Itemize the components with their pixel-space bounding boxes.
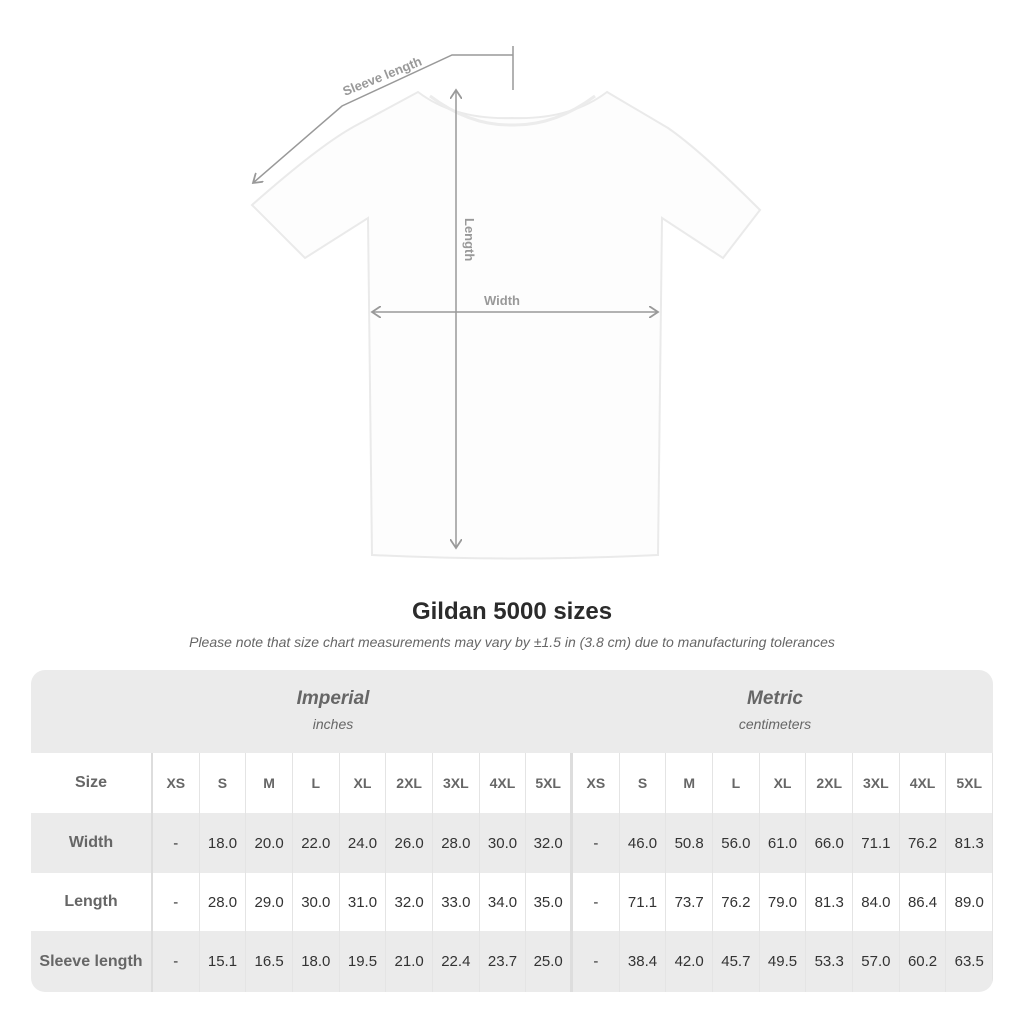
imperial-header: Imperial inches bbox=[123, 688, 543, 732]
imperial-cell: 18.0 bbox=[200, 813, 247, 873]
size-column-header: XL bbox=[760, 753, 807, 813]
metric-cell: 89.0 bbox=[946, 873, 993, 931]
metric-cell: 76.2 bbox=[900, 813, 947, 873]
page-title: Gildan 5000 sizes bbox=[411, 598, 613, 625]
imperial-cell: 19.5 bbox=[340, 931, 387, 992]
metric-cell: 61.0 bbox=[760, 813, 807, 873]
tshirt-diagram: Sleeve length Length Width bbox=[250, 46, 762, 560]
imperial-cell: 23.7 bbox=[480, 931, 527, 992]
size-column-header: S bbox=[620, 753, 667, 813]
metric-cell: 81.3 bbox=[946, 813, 993, 873]
metric-cell: 53.3 bbox=[806, 931, 854, 992]
imperial-cell: 28.0 bbox=[433, 813, 480, 873]
size-column-header: S bbox=[200, 753, 247, 813]
metric-cell: 56.0 bbox=[713, 813, 760, 873]
metric-cell: 45.7 bbox=[713, 931, 760, 992]
size-column-header: 2XL bbox=[386, 753, 433, 813]
size-column-header: XS bbox=[153, 753, 200, 813]
imperial-cell: 31.0 bbox=[340, 873, 387, 931]
metric-cell: 86.4 bbox=[900, 873, 947, 931]
imperial-cell: 28.0 bbox=[200, 873, 247, 931]
imperial-cell: - bbox=[153, 931, 200, 992]
length-label: Length bbox=[462, 218, 477, 261]
imperial-cell: 35.0 bbox=[526, 873, 573, 931]
imperial-cell: 30.0 bbox=[480, 813, 527, 873]
metric-cell: 38.4 bbox=[620, 931, 667, 992]
imperial-cell: 18.0 bbox=[293, 931, 340, 992]
metric-cell: 57.0 bbox=[853, 931, 900, 992]
metric-cell: 66.0 bbox=[806, 813, 854, 873]
size-column-header: 4XL bbox=[900, 753, 947, 813]
size-column-header: 5XL bbox=[526, 753, 573, 813]
tolerance-note: Please note that size chart measurements… bbox=[189, 634, 835, 650]
table-header-row: Size XS S M L XL 2XL 3XL 4XL 5XL XS S M L XL 2XL 3XL 4XL 5… bbox=[31, 753, 993, 813]
metric-cell: 71.1 bbox=[853, 813, 900, 873]
size-column-header: XS bbox=[573, 753, 620, 813]
metric-unit: centimeters bbox=[738, 716, 812, 732]
sleeve-arrow bbox=[253, 54, 513, 183]
size-column-header: 4XL bbox=[480, 753, 527, 813]
imperial-title: Imperial bbox=[296, 688, 370, 709]
tshirt-shape bbox=[250, 90, 762, 560]
size-column-header: 5XL bbox=[946, 753, 993, 813]
size-column-header: M bbox=[666, 753, 714, 813]
metric-cell: - bbox=[573, 813, 620, 873]
metric-cell: 50.8 bbox=[666, 813, 714, 873]
imperial-cell: 22.0 bbox=[293, 813, 340, 873]
sleeve-length-label: Sleeve length bbox=[341, 53, 424, 98]
metric-header: Metric centimeters bbox=[565, 688, 985, 732]
size-column-header: 3XL bbox=[853, 753, 900, 813]
imperial-cell: 32.0 bbox=[386, 873, 433, 931]
metric-cell: 46.0 bbox=[620, 813, 667, 873]
imperial-cell: 25.0 bbox=[526, 931, 573, 992]
imperial-cell: 30.0 bbox=[293, 873, 340, 931]
imperial-cell: 32.0 bbox=[526, 813, 573, 873]
imperial-cell: 15.1 bbox=[200, 931, 247, 992]
imperial-cell: 20.0 bbox=[246, 813, 293, 873]
metric-cell: 84.0 bbox=[853, 873, 900, 931]
table-row: Sleeve length -15.1 16.5 18.0 19.5 21.0 22.4 23… bbox=[31, 931, 993, 992]
metric-cell: - bbox=[573, 873, 620, 931]
imperial-cell: 26.0 bbox=[386, 813, 433, 873]
metric-cell: 73.7 bbox=[666, 873, 714, 931]
metric-cell: 60.2 bbox=[900, 931, 947, 992]
metric-cell: 79.0 bbox=[760, 873, 807, 931]
imperial-unit: inches bbox=[312, 716, 354, 732]
table-row: Width -18.0 20.0 22.0 24.0 26.0 28.0 30.0 32.0-4… bbox=[31, 813, 993, 873]
imperial-cell: 22.4 bbox=[433, 931, 480, 992]
row-label: Width bbox=[31, 813, 153, 873]
imperial-cell: 24.0 bbox=[340, 813, 387, 873]
metric-cell: 81.3 bbox=[806, 873, 854, 931]
imperial-cell: 16.5 bbox=[246, 931, 293, 992]
metric-cell: 49.5 bbox=[760, 931, 807, 992]
imperial-cell: 34.0 bbox=[480, 873, 527, 931]
metric-cell: - bbox=[573, 931, 620, 992]
size-table: Imperial inches Metric centimeters Size X… bbox=[31, 670, 993, 992]
table-row: Length -28.0 29.0 30.0 31.0 32.0 33.0 34.0 35.0-… bbox=[31, 873, 993, 931]
metric-cell: 76.2 bbox=[713, 873, 760, 931]
size-column-header: 2XL bbox=[806, 753, 854, 813]
table-header-band: Imperial inches Metric centimeters bbox=[31, 670, 993, 753]
imperial-cell: 33.0 bbox=[433, 873, 480, 931]
width-label: Width bbox=[484, 293, 520, 308]
size-column-header: XL bbox=[340, 753, 387, 813]
metric-cell: 42.0 bbox=[666, 931, 714, 992]
imperial-cell: 21.0 bbox=[386, 931, 433, 992]
metric-cell: 71.1 bbox=[620, 873, 667, 931]
row-label: Sleeve length bbox=[31, 931, 153, 992]
imperial-cell: - bbox=[153, 813, 200, 873]
size-column-header: L bbox=[713, 753, 760, 813]
metric-cell: 63.5 bbox=[946, 931, 993, 992]
imperial-cell: 29.0 bbox=[246, 873, 293, 931]
row-label: Length bbox=[31, 873, 153, 931]
size-column-header: L bbox=[293, 753, 340, 813]
imperial-cell: - bbox=[153, 873, 200, 931]
metric-title: Metric bbox=[747, 688, 803, 709]
size-column-header: M bbox=[246, 753, 293, 813]
size-column-header: 3XL bbox=[433, 753, 480, 813]
size-header: Size bbox=[31, 753, 153, 813]
